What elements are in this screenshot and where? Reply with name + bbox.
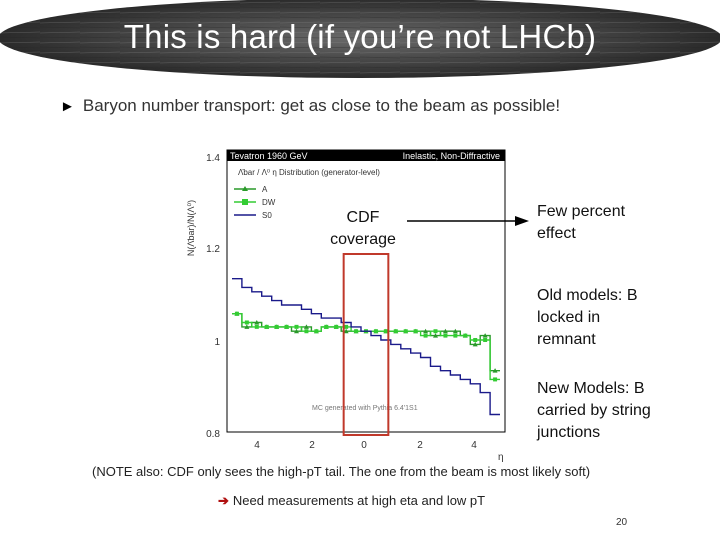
x-tick-neg4: 4 bbox=[254, 440, 260, 451]
data-point-dw bbox=[304, 329, 309, 334]
plot-legend: A DW S0 bbox=[234, 185, 276, 220]
plot-inner-title: Λ̄bar / Λ⁰ η Distribution (generator-lev… bbox=[238, 168, 380, 177]
eta-distribution-plot: Tevatron 1960 GeV Inelastic, Non-Diffrac… bbox=[180, 148, 520, 466]
legend-label-a: A bbox=[262, 185, 268, 194]
title-banner: This is hard (if you’re not LHCb) bbox=[0, 0, 720, 82]
x-axis-label: η bbox=[498, 452, 504, 463]
data-point-dw bbox=[453, 333, 458, 338]
plot-header-bar bbox=[227, 150, 505, 161]
data-point-dw bbox=[433, 329, 438, 334]
y-tick-1.4: 1.4 bbox=[206, 153, 220, 164]
data-point-a bbox=[254, 319, 260, 325]
data-point-dw bbox=[393, 329, 398, 334]
new-models-note: New Models: B carried by string junction… bbox=[537, 380, 651, 441]
legend-marker-dw-icon bbox=[242, 199, 248, 205]
data-point-dw bbox=[254, 324, 259, 329]
red-arrow-icon: ➔ bbox=[218, 493, 229, 508]
x-tick-neg2: 2 bbox=[309, 440, 315, 451]
cdf-coverage-label: CDF coverage bbox=[320, 207, 406, 251]
cdf-pt-note-text: (NOTE also: CDF only sees the high-pT ta… bbox=[92, 464, 591, 479]
y-tick-1: 1 bbox=[214, 337, 220, 348]
bullet-text: Baryon number transport: get as close to… bbox=[82, 96, 561, 115]
x-tick-0: 0 bbox=[361, 440, 367, 451]
data-point-dw bbox=[423, 333, 428, 338]
data-point-dw bbox=[344, 324, 349, 329]
need-measurements-line: ➔ Need measurements at high eta and low p… bbox=[218, 493, 485, 509]
data-point-dw bbox=[294, 324, 299, 329]
data-point-a bbox=[294, 328, 299, 334]
plot-watermark: MC generated with Pythia 6.4'1S1 bbox=[312, 405, 418, 412]
y-tick-1.2: 1.2 bbox=[206, 244, 220, 255]
plot-frame bbox=[226, 149, 506, 433]
data-point-dw bbox=[493, 377, 498, 382]
data-point-a bbox=[492, 368, 498, 373]
data-point-dw bbox=[413, 329, 418, 334]
data-point-dw bbox=[274, 324, 279, 329]
cdf-pt-note: (NOTE also: CDF only sees the high-pT ta… bbox=[92, 464, 702, 479]
plot-header-right: Inelastic, Non-Diffractive bbox=[403, 151, 500, 161]
data-point-dw bbox=[314, 329, 319, 334]
data-point-dw bbox=[284, 324, 289, 329]
data-point-dw bbox=[403, 329, 408, 334]
y-axis-label: N(Λ̄bar)/N(Λ⁰) bbox=[186, 200, 196, 256]
data-point-a bbox=[423, 328, 429, 334]
data-point-dw bbox=[234, 311, 239, 316]
data-point-a bbox=[244, 324, 250, 329]
legend-marker-a-icon bbox=[242, 186, 248, 191]
x-tick-4: 4 bbox=[471, 440, 477, 451]
data-point-dw bbox=[264, 324, 269, 329]
data-point-dw bbox=[443, 333, 448, 338]
old-models-note: Old models: B locked in remnant bbox=[537, 287, 638, 348]
data-point-a bbox=[433, 333, 438, 338]
series-line-s0 bbox=[232, 278, 500, 416]
series-layer bbox=[232, 278, 500, 416]
plot-svg: Tevatron 1960 GeV Inelastic, Non-Diffrac… bbox=[186, 149, 520, 463]
data-point-dw bbox=[383, 329, 388, 334]
data-point-dw bbox=[354, 329, 359, 334]
data-point-dw bbox=[463, 333, 468, 338]
few-percent-effect-note: Few percent effect bbox=[537, 203, 626, 242]
pointer-arrowhead-icon bbox=[515, 216, 529, 226]
data-point-a bbox=[442, 328, 448, 334]
y-tick-0.8: 0.8 bbox=[206, 429, 220, 440]
data-point-a bbox=[303, 324, 309, 329]
data-point-a bbox=[482, 333, 488, 338]
highlight-layer bbox=[342, 253, 390, 436]
data-point-dw bbox=[373, 329, 378, 334]
data-point-a bbox=[343, 328, 349, 334]
triangle-bullet-icon: ► bbox=[60, 98, 75, 115]
bullet-baryon-transport: ► Baryon number transport: get as close t… bbox=[60, 96, 700, 116]
page-number: 20 bbox=[616, 517, 628, 528]
data-point-dw bbox=[324, 324, 329, 329]
data-point-dw bbox=[483, 338, 488, 342]
legend-label-s0: S0 bbox=[262, 211, 272, 220]
legend-label-dw: DW bbox=[262, 198, 276, 207]
data-point-a bbox=[452, 328, 458, 334]
data-point-dw bbox=[244, 320, 249, 325]
need-measurements-text: Need measurements at high eta and low pT bbox=[232, 493, 486, 508]
x-tick-2: 2 bbox=[417, 440, 423, 451]
data-point-dw bbox=[473, 338, 478, 342]
data-point-dw bbox=[334, 324, 339, 329]
cdf-coverage-box bbox=[342, 253, 390, 436]
data-point-a bbox=[472, 341, 478, 347]
plot-header-left: Tevatron 1960 GeV bbox=[230, 151, 308, 161]
slide-title: This is hard (if you’re not LHCb) bbox=[123, 18, 597, 55]
